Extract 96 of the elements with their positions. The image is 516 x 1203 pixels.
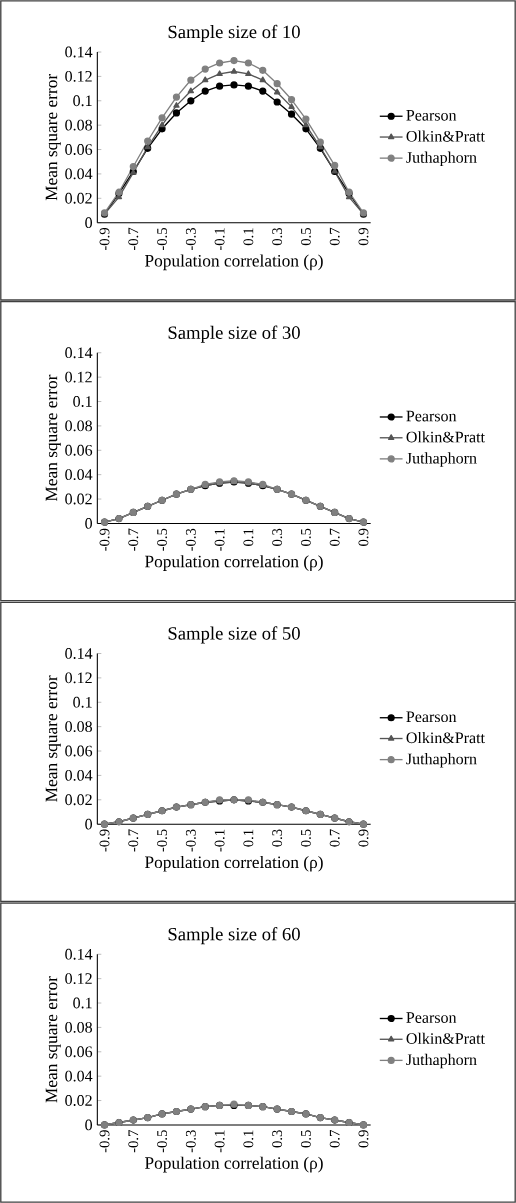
y-tick-label: 0.08 xyxy=(65,1021,92,1033)
y-tick-label: 0.12 xyxy=(65,672,92,684)
y-tick-label: 0.02 xyxy=(65,192,92,204)
x-tick-label: 0.3 xyxy=(272,227,283,246)
x-axis-title: Population correlation (ρ) xyxy=(144,555,323,571)
y-tick-label: 0.1 xyxy=(73,997,92,1009)
x-tick-label: 0.9 xyxy=(358,528,369,546)
x-tick-label: -0.3 xyxy=(185,227,196,251)
y-tick-label: 0.04 xyxy=(65,1070,93,1082)
legend-label: Pearson xyxy=(406,711,457,723)
legend-label: Olkin&Pratt xyxy=(406,731,485,744)
y-tick-label: 0.06 xyxy=(65,1046,93,1058)
x-tick-label: -0.3 xyxy=(185,528,196,551)
x-tick-label: 0.5 xyxy=(300,829,311,847)
x-axis-title: Population correlation (ρ) xyxy=(144,1156,323,1173)
x-tick-label: -0.5 xyxy=(157,1130,168,1153)
x-tick-label: 0.1 xyxy=(243,529,254,546)
x-tick-label: 0.1 xyxy=(243,228,254,246)
x-tick-label: 0.9 xyxy=(358,227,369,246)
x-tick-label: -0.3 xyxy=(185,829,196,852)
x-tick-label: 0.1 xyxy=(243,829,254,847)
x-tick-label: -0.7 xyxy=(128,528,139,551)
y-tick-label: 0.06 xyxy=(65,144,93,155)
x-tick-label: -0.5 xyxy=(157,528,168,551)
x-tick-label: 0.5 xyxy=(300,528,311,546)
y-tick-label: 0.08 xyxy=(65,119,92,131)
x-tick-label: 0.9 xyxy=(358,1130,369,1148)
y-tick-label: 0.08 xyxy=(65,420,92,432)
chart-title: Sample size of 60 xyxy=(168,927,300,945)
y-tick-label: 0.14 xyxy=(65,347,93,359)
x-tick-label: 0.5 xyxy=(300,1130,311,1148)
legend-label: Juthaphorn xyxy=(406,1053,477,1069)
y-axis-title: Mean square error xyxy=(45,976,61,1103)
y-tick-label: 0.02 xyxy=(65,493,92,505)
legend-label: Pearson xyxy=(406,110,457,121)
x-tick-label: 0.7 xyxy=(329,1130,340,1148)
y-tick-label: 0 xyxy=(85,1119,92,1131)
x-tick-label: -0.7 xyxy=(128,227,139,251)
x-axis-title: Population correlation (ρ) xyxy=(144,855,323,872)
x-tick-label: -0.1 xyxy=(214,829,225,852)
y-tick-label: 0 xyxy=(85,217,92,229)
x-tick-label: 0.1 xyxy=(243,1130,254,1148)
y-tick-label: 0.08 xyxy=(65,721,92,733)
y-tick-label: 0.1 xyxy=(73,95,92,107)
y-tick-label: 0.12 xyxy=(65,70,92,82)
x-tick-label: 0.5 xyxy=(300,227,311,246)
y-tick-label: 0 xyxy=(85,518,92,529)
x-tick-label: -0.9 xyxy=(99,227,110,251)
legend-label: Pearson xyxy=(406,1012,457,1023)
y-tick-label: 0.04 xyxy=(65,469,93,481)
y-tick-label: 0.06 xyxy=(65,444,93,456)
y-tick-label: 0.04 xyxy=(65,769,93,781)
x-tick-label: -0.3 xyxy=(185,1130,196,1153)
x-tick-label: -0.7 xyxy=(128,829,139,852)
x-axis-title: Population correlation (ρ) xyxy=(144,254,323,271)
legend-label: Juthaphorn xyxy=(406,452,477,467)
x-tick-label: 0.7 xyxy=(329,227,340,246)
y-tick-label: 0 xyxy=(85,818,92,830)
x-tick-label: 0.3 xyxy=(272,829,283,847)
y-tick-label: 0.14 xyxy=(65,46,93,58)
x-tick-label: 0.9 xyxy=(358,829,369,847)
x-tick-label: 0.7 xyxy=(329,528,340,546)
y-tick-label: 0.02 xyxy=(65,794,92,806)
x-tick-label: 0.3 xyxy=(272,1130,283,1148)
x-tick-label: -0.9 xyxy=(99,829,110,852)
y-tick-label: 0.04 xyxy=(65,168,93,180)
x-tick-label: -0.9 xyxy=(99,1130,110,1153)
chart-title: Sample size of 50 xyxy=(168,626,300,644)
y-tick-label: 0.14 xyxy=(65,648,93,659)
y-tick-label: 0.14 xyxy=(65,948,93,960)
x-tick-label: -0.1 xyxy=(214,228,225,251)
x-tick-label: -0.7 xyxy=(128,1130,139,1153)
y-axis-title: Mean square error xyxy=(45,374,61,502)
legend-label: Olkin&Pratt xyxy=(406,431,485,443)
x-tick-label: -0.9 xyxy=(99,528,110,551)
y-tick-label: 0.1 xyxy=(73,696,92,708)
y-tick-label: 0.06 xyxy=(65,745,93,757)
x-tick-label: 0.3 xyxy=(272,528,283,546)
x-tick-label: -0.1 xyxy=(214,529,225,551)
y-tick-label: 0.1 xyxy=(73,396,92,407)
legend-label: Juthaphorn xyxy=(406,151,477,167)
chart-title: Sample size of 30 xyxy=(168,325,300,343)
y-axis-title: Mean square error xyxy=(45,73,61,201)
y-tick-label: 0.02 xyxy=(65,1095,92,1106)
legend-label: Juthaphorn xyxy=(406,753,477,768)
x-tick-label: -0.5 xyxy=(157,227,168,251)
chart-title: Sample size of 10 xyxy=(168,24,300,42)
y-axis-title: Mean square error xyxy=(45,675,61,802)
x-tick-label: -0.1 xyxy=(214,1130,225,1153)
x-tick-label: 0.7 xyxy=(329,829,340,847)
legend-label: Olkin&Pratt xyxy=(406,1032,485,1044)
y-tick-label: 0.12 xyxy=(65,973,92,985)
x-tick-label: -0.5 xyxy=(157,829,168,852)
legend-label: Pearson xyxy=(406,410,457,422)
legend-label: Olkin&Pratt xyxy=(406,130,485,142)
y-tick-label: 0.12 xyxy=(65,371,92,383)
